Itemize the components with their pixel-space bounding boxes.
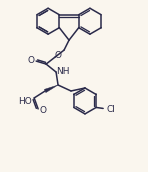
Text: O: O — [40, 106, 47, 115]
Text: NH: NH — [56, 67, 70, 76]
Text: O: O — [55, 51, 62, 60]
Text: HO: HO — [18, 98, 32, 106]
Text: O: O — [28, 56, 35, 64]
Polygon shape — [44, 85, 58, 93]
Text: Cl: Cl — [107, 105, 116, 114]
